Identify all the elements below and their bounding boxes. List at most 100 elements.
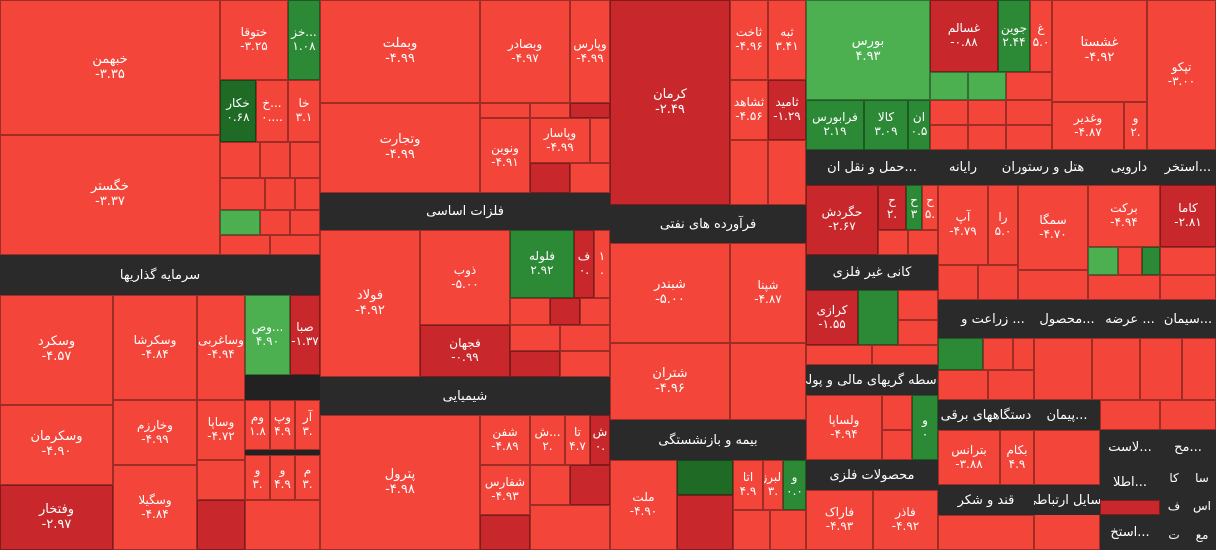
- heatmap-filler-tile[interactable]: [270, 235, 320, 255]
- heatmap-tile[interactable]: خ... ۰....: [256, 80, 288, 142]
- heatmap-tile[interactable]: وسکرد -۴.۵۷: [0, 295, 113, 405]
- heatmap-filler-tile[interactable]: [938, 338, 983, 370]
- heatmap-tile[interactable]: غسالم -۰.۸۸: [930, 0, 998, 72]
- sector-header[interactable]: بیمه و بازنشستگی: [610, 420, 806, 460]
- heatmap-tile[interactable]: تا ۴.۷: [565, 415, 590, 465]
- heatmap-tile[interactable]: ثامید -۱.۲۹: [768, 80, 806, 140]
- heatmap-filler-tile[interactable]: [220, 142, 260, 178]
- sector-header[interactable]: لاست...: [1100, 430, 1160, 465]
- heatmap-symbol-label[interactable]: سا: [1188, 465, 1216, 493]
- heatmap-filler-tile[interactable]: [1160, 400, 1216, 430]
- heatmap-tile[interactable]: غ ۵.۰: [1030, 0, 1052, 72]
- heatmap-filler-tile[interactable]: [930, 125, 968, 150]
- heatmap-filler-tile[interactable]: [908, 230, 938, 255]
- heatmap-filler-tile[interactable]: [510, 325, 560, 351]
- heatmap-tile[interactable]: و ۴.۹: [270, 455, 295, 500]
- heatmap-tile[interactable]: و ۳.: [245, 455, 270, 500]
- heatmap-filler-tile[interactable]: [530, 163, 570, 193]
- heatmap-filler-tile[interactable]: [768, 140, 806, 205]
- heatmap-tile[interactable]: وپ ۴.۹: [270, 400, 295, 450]
- heatmap-filler-tile[interactable]: [938, 370, 988, 400]
- heatmap-tile[interactable]: جوین ۲.۴۴: [998, 0, 1030, 72]
- heatmap-filler-tile[interactable]: [1100, 400, 1160, 430]
- heatmap-tile[interactable]: خبهمن -۳.۳۵: [0, 0, 220, 135]
- heatmap-tile[interactable]: ش... ۲.: [530, 415, 565, 465]
- heatmap-tile[interactable]: وسگیلا -۴.۸۴: [113, 465, 197, 550]
- heatmap-tile[interactable]: خکار ۰.۶۸: [220, 80, 256, 142]
- heatmap-filler-tile[interactable]: [245, 500, 320, 550]
- heatmap-filler-tile[interactable]: [898, 290, 938, 320]
- heatmap-filler-tile[interactable]: [197, 460, 245, 500]
- heatmap-filler-tile[interactable]: [1100, 500, 1160, 515]
- heatmap-filler-tile[interactable]: [1018, 270, 1088, 300]
- heatmap-filler-tile[interactable]: [1006, 100, 1052, 125]
- heatmap-filler-tile[interactable]: [1160, 247, 1216, 275]
- heatmap-tile[interactable]: ان ۰.۵: [908, 100, 930, 150]
- heatmap-filler-tile[interactable]: [730, 140, 768, 205]
- heatmap-tile[interactable]: وخارزم -۴.۹۹: [113, 400, 197, 465]
- sector-header[interactable]: فلزات اساسی: [320, 193, 610, 230]
- heatmap-filler-tile[interactable]: [220, 210, 260, 235]
- heatmap-filler-tile[interactable]: [510, 298, 550, 325]
- sector-header[interactable]: حمل و نقل ان...: [806, 150, 938, 185]
- heatmap-tile[interactable]: وساپا -۴.۷۲: [197, 400, 245, 460]
- heatmap-filler-tile[interactable]: [1160, 275, 1216, 300]
- sector-header[interactable]: مح...: [1160, 430, 1216, 465]
- heatmap-tile[interactable]: تپکو -۳.۰۰: [1147, 0, 1216, 150]
- heatmap-filler-tile[interactable]: [220, 178, 265, 210]
- heatmap-filler-tile[interactable]: [968, 125, 1006, 150]
- heatmap-symbol-label[interactable]: مع: [1188, 521, 1216, 550]
- heatmap-filler-tile[interactable]: [733, 510, 770, 550]
- heatmap-filler-tile[interactable]: [968, 72, 1006, 100]
- heatmap-filler-tile[interactable]: [1092, 338, 1140, 400]
- sector-header[interactable]: استخر...: [1160, 150, 1216, 185]
- heatmap-tile[interactable]: حگردش -۲.۶۷: [806, 185, 878, 255]
- heatmap-filler-tile[interactable]: [872, 345, 938, 365]
- heatmap-tile[interactable]: برکت -۴.۹۴: [1088, 185, 1160, 247]
- heatmap-filler-tile[interactable]: [570, 103, 610, 118]
- heatmap-tile[interactable]: وتجارت -۴.۹۹: [320, 103, 480, 193]
- heatmap-tile[interactable]: فلوله ۲.۹۲: [510, 230, 574, 298]
- heatmap-filler-tile[interactable]: [1006, 72, 1052, 100]
- sector-header[interactable]: استخ...: [1100, 515, 1160, 550]
- heatmap-tile[interactable]: ذوب -۵.۰۰: [420, 230, 510, 325]
- heatmap-filler-tile[interactable]: [938, 515, 1034, 550]
- heatmap-filler-tile[interactable]: [1118, 247, 1142, 275]
- heatmap-filler-tile[interactable]: [878, 230, 908, 255]
- heatmap-filler-tile[interactable]: [550, 298, 580, 325]
- heatmap-tile[interactable]: ثبه ۳.۴۱: [768, 0, 806, 80]
- heatmap-filler-tile[interactable]: [1088, 247, 1118, 275]
- heatmap-filler-tile[interactable]: [480, 515, 530, 550]
- heatmap-tile[interactable]: خز... ۱.۰۸: [288, 0, 320, 80]
- heatmap-tile[interactable]: وم ۱.۸: [245, 400, 270, 450]
- sector-header[interactable]: هتل و رستوران: [988, 150, 1098, 185]
- heatmap-tile[interactable]: ف ۰.: [574, 230, 594, 298]
- heatmap-filler-tile[interactable]: [988, 370, 1034, 400]
- heatmap-tile[interactable]: کرمان -۲.۴۹: [610, 0, 730, 205]
- heatmap-tile[interactable]: و ۲.: [1124, 102, 1147, 150]
- sector-header[interactable]: سرمایه گذاریها: [0, 255, 320, 295]
- heatmap-tile[interactable]: و ۰.۰: [783, 460, 806, 510]
- heatmap-filler-tile[interactable]: [530, 103, 570, 118]
- heatmap-tile[interactable]: وسکرمان -۴.۹۰: [0, 405, 113, 485]
- heatmap-filler-tile[interactable]: [530, 465, 570, 505]
- heatmap-tile[interactable]: بکام ۴.۹: [1000, 430, 1034, 485]
- sector-header[interactable]: فرآورده های نفتی: [610, 205, 806, 243]
- sector-header[interactable]: وسایل ارتباطی: [1034, 485, 1100, 515]
- heatmap-tile[interactable]: ونوین -۴.۹۱: [480, 118, 530, 193]
- sector-header[interactable]: محصول...: [1034, 300, 1100, 338]
- heatmap-tile[interactable]: فولاد -۴.۹۲: [320, 230, 420, 377]
- sector-header[interactable]: رایانه: [938, 150, 988, 185]
- heatmap-symbol-label[interactable]: کا: [1160, 465, 1188, 493]
- heatmap-tile[interactable]: وپارس -۴.۹۹: [570, 0, 610, 103]
- heatmap-tile[interactable]: وغدیر -۴.۸۷: [1052, 102, 1124, 150]
- sector-header[interactable]: قند و شکر: [938, 485, 1034, 515]
- heatmap-tile[interactable]: ثشاهد -۴.۵۶: [730, 80, 768, 140]
- heatmap-filler-tile[interactable]: [930, 72, 968, 100]
- heatmap-tile[interactable]: وسکرشا -۴.۸۴: [113, 295, 197, 400]
- heatmap-symbol-label[interactable]: ف: [1160, 493, 1188, 521]
- heatmap-tile[interactable]: آر ۳.: [295, 400, 320, 450]
- heatmap-tile[interactable]: سمگا -۴.۷۰: [1018, 185, 1088, 270]
- heatmap-tile[interactable]: فرابورس ۲.۱۹: [806, 100, 864, 150]
